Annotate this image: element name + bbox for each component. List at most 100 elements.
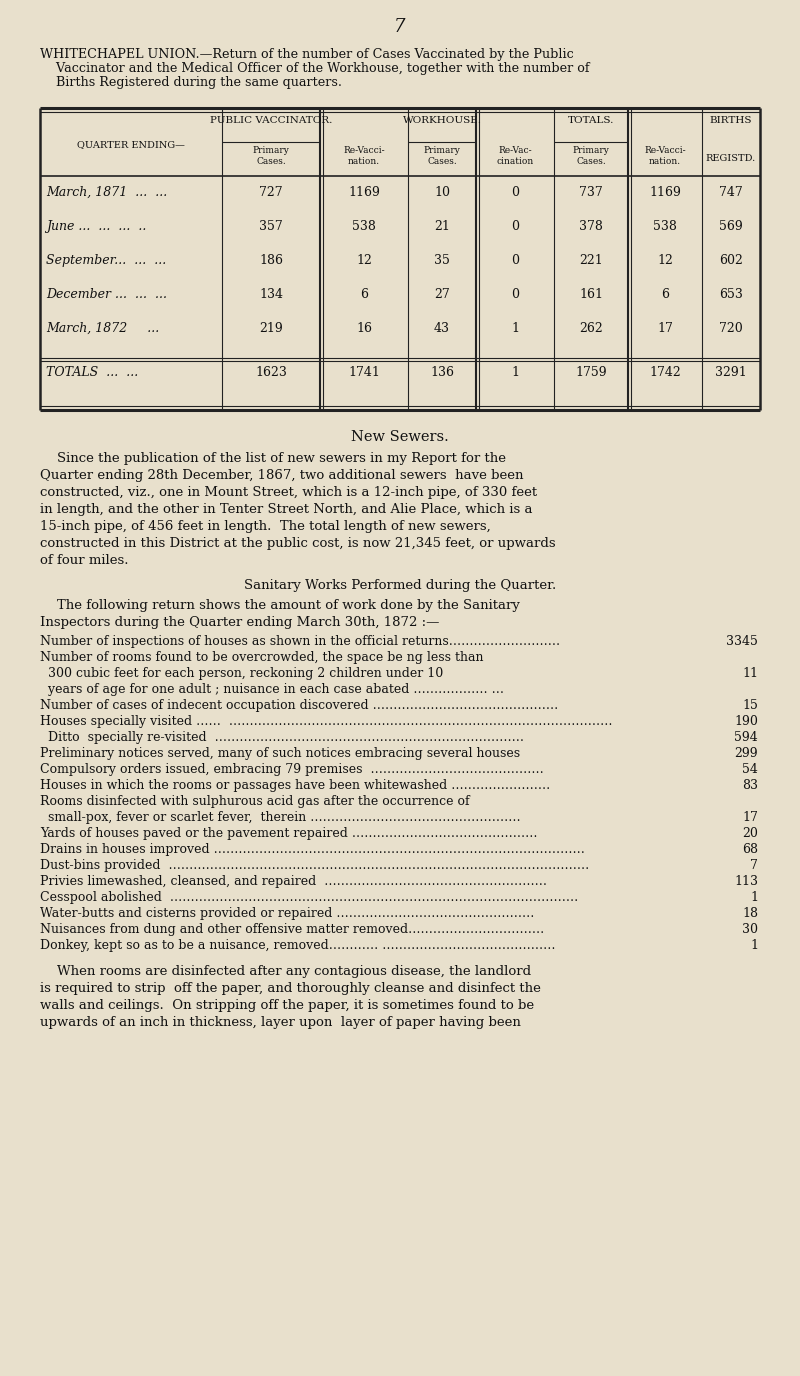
Text: New Sewers.: New Sewers.	[351, 429, 449, 444]
Text: constructed, viz., one in Mount Street, which is a 12-inch pipe, of 330 feet: constructed, viz., one in Mount Street, …	[40, 486, 537, 499]
Text: 1: 1	[511, 322, 519, 334]
Text: 1741: 1741	[348, 366, 380, 378]
Text: 68: 68	[742, 843, 758, 856]
Text: 569: 569	[719, 220, 743, 233]
Text: March, 1872     ...: March, 1872 ...	[46, 322, 159, 334]
Text: 136: 136	[430, 366, 454, 378]
Text: 747: 747	[719, 186, 743, 200]
Text: 0: 0	[511, 220, 519, 233]
Text: 0: 0	[511, 255, 519, 267]
Text: in length, and the other in Tenter Street North, and Alie Place, which is a: in length, and the other in Tenter Stree…	[40, 504, 533, 516]
Text: 6: 6	[360, 288, 368, 301]
Text: 15-inch pipe, of 456 feet in length.  The total length of new sewers,: 15-inch pipe, of 456 feet in length. The…	[40, 520, 490, 533]
Text: 221: 221	[579, 255, 603, 267]
Text: When rooms are disinfected after any contagious disease, the landlord: When rooms are disinfected after any con…	[40, 965, 531, 978]
Text: 7: 7	[750, 859, 758, 872]
Text: 6: 6	[661, 288, 669, 301]
Text: 11: 11	[742, 667, 758, 680]
Text: 1759: 1759	[575, 366, 607, 378]
Text: 262: 262	[579, 322, 603, 334]
Text: Dust-bins provided  …………………………………………………………………………………………: Dust-bins provided …………………………………………………………	[40, 859, 590, 872]
Text: 1623: 1623	[255, 366, 287, 378]
Text: Yards of houses paved or the pavement repaired ………………………………………: Yards of houses paved or the pavement re…	[40, 827, 538, 839]
Text: Drains in houses improved ………………………………………………………………………………: Drains in houses improved ………………………………………	[40, 843, 585, 856]
Text: Vaccinator and the Medical Officer of the Workhouse, together with the number of: Vaccinator and the Medical Officer of th…	[40, 62, 590, 76]
Text: 1742: 1742	[649, 366, 681, 378]
Text: small-pox, fever or scarlet fever,  therein ……………………………………………: small-pox, fever or scarlet fever, there…	[40, 810, 521, 824]
Text: Preliminary notices served, many of such notices embracing several houses: Preliminary notices served, many of such…	[40, 747, 520, 760]
Text: 300 cubic feet for each person, reckoning 2 children under 10: 300 cubic feet for each person, reckonin…	[40, 667, 443, 680]
Text: Since the publication of the list of new sewers in my Report for the: Since the publication of the list of new…	[40, 451, 506, 465]
Text: constructed in this District at the public cost, is now 21,345 feet, or upwards: constructed in this District at the publ…	[40, 537, 556, 550]
Text: 1169: 1169	[348, 186, 380, 200]
Text: 20: 20	[742, 827, 758, 839]
Text: 737: 737	[579, 186, 603, 200]
Text: Cesspool abolished  ………………………………………………………………………………………: Cesspool abolished …………………………………………………………	[40, 892, 578, 904]
Text: Re-Vac-
cination: Re-Vac- cination	[496, 146, 534, 166]
Text: The following return shows the amount of work done by the Sanitary: The following return shows the amount of…	[40, 599, 520, 612]
Text: Births Registered during the same quarters.: Births Registered during the same quarte…	[40, 76, 342, 89]
Text: TOTALS.: TOTALS.	[568, 116, 614, 125]
Text: 299: 299	[734, 747, 758, 760]
Text: 16: 16	[356, 322, 372, 334]
Text: Ditto  specially re-visited  …………………………………………………………………: Ditto specially re-visited ……………………………………	[40, 731, 524, 744]
Text: 1: 1	[511, 366, 519, 378]
Text: Quarter ending 28th December, 1867, two additional sewers  have been: Quarter ending 28th December, 1867, two …	[40, 469, 523, 482]
Text: WHITECHAPEL UNION.—Return of the number of Cases Vaccinated by the Public: WHITECHAPEL UNION.—Return of the number …	[40, 48, 574, 61]
Text: PUBLIC VACCINATOR.: PUBLIC VACCINATOR.	[210, 116, 332, 125]
Text: 17: 17	[742, 810, 758, 824]
Text: WORKHOUSE.: WORKHOUSE.	[402, 116, 482, 125]
Text: Primary
Cases.: Primary Cases.	[573, 146, 610, 166]
Text: Houses in which the rooms or passages have been whitewashed ……………………: Houses in which the rooms or passages ha…	[40, 779, 550, 793]
Text: Re-Vacci-
nation.: Re-Vacci- nation.	[644, 146, 686, 166]
Text: 727: 727	[259, 186, 283, 200]
Text: Re-Vacci-
nation.: Re-Vacci- nation.	[343, 146, 385, 166]
Text: upwards of an inch in thickness, layer upon  layer of paper having been: upwards of an inch in thickness, layer u…	[40, 1015, 521, 1029]
Text: Nuisances from dung and other offensive matter removed……………………………: Nuisances from dung and other offensive …	[40, 923, 544, 936]
Text: 0: 0	[511, 186, 519, 200]
Text: 134: 134	[259, 288, 283, 301]
Text: Donkey, kept so as to be a nuisance, removed………… ……………………………………: Donkey, kept so as to be a nuisance, rem…	[40, 938, 555, 952]
Text: Rooms disinfected with sulphurous acid gas after the occurrence of: Rooms disinfected with sulphurous acid g…	[40, 795, 470, 808]
Text: 10: 10	[434, 186, 450, 200]
Text: 602: 602	[719, 255, 743, 267]
Text: 538: 538	[352, 220, 376, 233]
Text: 83: 83	[742, 779, 758, 793]
Text: BIRTHS: BIRTHS	[710, 116, 752, 125]
Text: 720: 720	[719, 322, 743, 334]
Text: 1169: 1169	[649, 186, 681, 200]
Text: Primary
Cases.: Primary Cases.	[253, 146, 290, 166]
Text: 35: 35	[434, 255, 450, 267]
Text: REGISTD.: REGISTD.	[706, 154, 756, 162]
Text: 3345: 3345	[726, 634, 758, 648]
Text: QUARTER ENDING—: QUARTER ENDING—	[77, 140, 185, 149]
Text: Houses specially visited ……  …………………………………………………………………………………: Houses specially visited …… …………………………………	[40, 716, 613, 728]
Text: Compulsory orders issued, embracing 79 premises  ……………………………………: Compulsory orders issued, embracing 79 p…	[40, 764, 544, 776]
Text: 21: 21	[434, 220, 450, 233]
Text: of four miles.: of four miles.	[40, 555, 129, 567]
Text: June ...  ...  ...  ..: June ... ... ... ..	[46, 220, 146, 233]
Text: 161: 161	[579, 288, 603, 301]
Text: 15: 15	[742, 699, 758, 711]
Text: 594: 594	[734, 731, 758, 744]
Text: 18: 18	[742, 907, 758, 921]
Text: Water-butts and cisterns provided or repaired …………………………………………: Water-butts and cisterns provided or rep…	[40, 907, 534, 921]
Text: Sanitary Works Performed during the Quarter.: Sanitary Works Performed during the Quar…	[244, 579, 556, 592]
Text: 43: 43	[434, 322, 450, 334]
Text: TOTALS  ...  ...: TOTALS ... ...	[46, 366, 138, 378]
Text: 653: 653	[719, 288, 743, 301]
Text: 219: 219	[259, 322, 283, 334]
Text: December ...  ...  ...: December ... ... ...	[46, 288, 167, 301]
Text: Inspectors during the Quarter ending March 30th, 1872 :—: Inspectors during the Quarter ending Mar…	[40, 616, 439, 629]
Text: Number of rooms found to be overcrowded, the space be ng less than: Number of rooms found to be overcrowded,…	[40, 651, 483, 665]
Text: walls and ceilings.  On stripping off the paper, it is sometimes found to be: walls and ceilings. On stripping off the…	[40, 999, 534, 1011]
Text: 12: 12	[356, 255, 372, 267]
Text: 17: 17	[657, 322, 673, 334]
Text: years of age for one adult ; nuisance in each case abated ……………… …: years of age for one adult ; nuisance in…	[40, 682, 504, 696]
Text: March, 1871  ...  ...: March, 1871 ... ...	[46, 186, 167, 200]
Text: September...  ...  ...: September... ... ...	[46, 255, 166, 267]
Text: is required to strip  off the paper, and thoroughly cleanse and disinfect the: is required to strip off the paper, and …	[40, 982, 541, 995]
Text: 3291: 3291	[715, 366, 747, 378]
Text: 378: 378	[579, 220, 603, 233]
Text: Primary
Cases.: Primary Cases.	[423, 146, 461, 166]
